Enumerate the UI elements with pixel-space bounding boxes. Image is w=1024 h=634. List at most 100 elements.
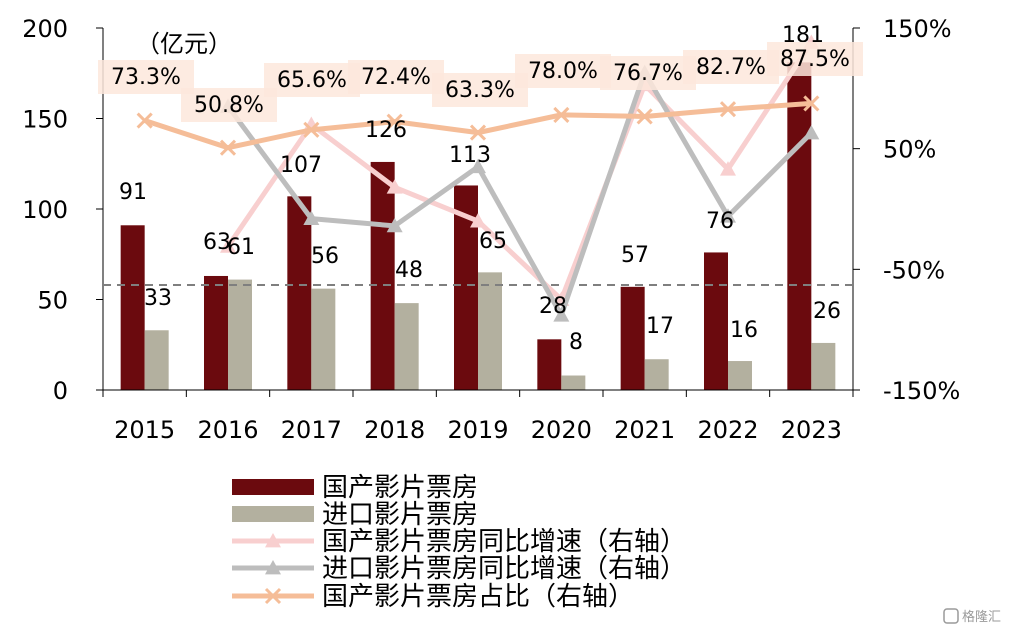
- domestic-share-point: [303, 121, 320, 138]
- watermark-icon: [943, 608, 959, 624]
- bar-imported: [394, 303, 419, 390]
- domestic-share-point: [386, 113, 403, 130]
- watermark: 格隆汇: [943, 608, 1001, 625]
- legend-label: 国产影片票房: [322, 473, 478, 503]
- legend-label: 国产影片票房占比（右轴）: [322, 582, 634, 612]
- share-label-bg: [264, 63, 360, 97]
- imported-growth-point: [553, 307, 570, 322]
- share-label-bg: [515, 54, 611, 88]
- domestic-share-point: [719, 101, 737, 118]
- imported-growth-point: [470, 158, 486, 174]
- share-label: 50.8%: [194, 93, 264, 118]
- x-tick-label: 2017: [281, 416, 342, 444]
- bar-domestic: [620, 286, 645, 390]
- bar-imported: [311, 288, 336, 390]
- right-tick-label: -150%: [883, 377, 960, 405]
- bars-layer: [120, 62, 836, 390]
- legend-marker: [265, 560, 281, 575]
- share-label-bg: [767, 42, 863, 76]
- imported-bar-label: 26: [813, 299, 841, 324]
- imported-bar-label: 16: [730, 318, 758, 343]
- domestic-growth-line: [225, 41, 814, 302]
- domestic-bar-label: 63: [203, 230, 231, 255]
- bar-domestic: [704, 252, 728, 390]
- bar-imported: [144, 330, 169, 390]
- bar-domestic: [120, 225, 145, 390]
- bar-imported: [228, 279, 252, 390]
- imported-growth-point: [303, 210, 320, 226]
- left-tick-label: 50: [37, 287, 68, 315]
- bar-imported: [478, 272, 502, 390]
- domestic-share-point: [636, 108, 653, 125]
- domestic-growth-point: [720, 161, 736, 176]
- bar-imported: [644, 359, 669, 390]
- share-label-bg: [683, 50, 779, 84]
- imported-bar-label: 33: [144, 286, 172, 311]
- legend-marker: [264, 587, 282, 605]
- domestic-share-point: [803, 95, 820, 112]
- x-tick-label: 2022: [697, 416, 758, 444]
- domestic-growth-point: [470, 213, 486, 228]
- imported-bar-label: 61: [227, 235, 255, 260]
- watermark-text: 格隆汇: [962, 609, 1001, 625]
- x-tick-label: 2019: [447, 416, 508, 444]
- bar-domestic: [787, 62, 812, 390]
- left-tick-label: 100: [22, 196, 68, 224]
- bar-imported: [811, 342, 836, 390]
- bar-domestic: [287, 196, 312, 390]
- domestic-bar-label: 126: [365, 118, 407, 143]
- axes-layer: 0 50 100 150 200 -150% -50% 50% 150% 2015 2016 2017…: [22, 15, 960, 444]
- imported-bar-label: 8: [569, 330, 583, 355]
- legend: 国产影片票房进口影片票房国产影片票房同比增速（右轴）进口影片票房同比增速（右轴）…: [232, 473, 686, 612]
- x-tick-label: 2015: [114, 416, 175, 444]
- imported-bar-label: 17: [646, 314, 674, 339]
- imported-bar-label: 56: [311, 244, 339, 269]
- share-label: 72.4%: [361, 65, 431, 90]
- unit-label: （亿元）: [136, 30, 232, 58]
- bar-domestic: [537, 339, 562, 390]
- domestic-growth-point: [220, 238, 236, 253]
- domestic-bar-label: 113: [449, 143, 491, 168]
- legend-swatch-bar: [232, 506, 314, 522]
- legend-label: 进口影片票房: [322, 500, 478, 530]
- share-label: 63.3%: [445, 78, 515, 103]
- imported-bar-label: 48: [395, 258, 423, 283]
- share-label: 65.6%: [277, 68, 347, 93]
- share-label-bg: [181, 88, 277, 122]
- domestic-share-point: [219, 139, 237, 156]
- domestic-share-point: [553, 106, 570, 123]
- bar-domestic: [204, 275, 228, 390]
- domestic-share-point: [136, 112, 153, 129]
- left-tick-label: 200: [22, 15, 68, 43]
- imported-growth-point: [720, 208, 736, 223]
- legend-label: 进口影片票房同比增速（右轴）: [322, 554, 686, 584]
- share-label-bg: [600, 56, 696, 90]
- imported-bar-label: 65: [479, 229, 507, 254]
- share-label: 78.0%: [528, 59, 598, 84]
- share-label-bg: [98, 60, 194, 94]
- right-tick-label: 150%: [883, 15, 952, 43]
- lines-layer: [103, 34, 853, 322]
- share-label-bg: [432, 73, 528, 107]
- share-label: 87.5%: [780, 47, 850, 72]
- domestic-bar-label: 91: [119, 180, 147, 205]
- x-tick-label: 2018: [364, 416, 425, 444]
- imported-growth-point: [803, 124, 820, 140]
- domestic-share-point: [469, 124, 487, 141]
- imported-growth-line: [225, 70, 814, 318]
- left-tick-label: 150: [22, 106, 68, 134]
- right-tick-label: 50%: [883, 136, 936, 164]
- x-tick-label: 2023: [781, 416, 842, 444]
- right-tick-label: -50%: [883, 256, 945, 284]
- legend-label: 国产影片票房同比增速（右轴）: [322, 527, 686, 557]
- share-label: 76.7%: [613, 61, 683, 86]
- x-tick-label: 2016: [197, 416, 258, 444]
- share-label-bg: [348, 60, 444, 94]
- x-tick-label: 2021: [614, 416, 675, 444]
- bar-domestic: [370, 161, 395, 390]
- imported-growth-point: [386, 217, 403, 233]
- left-tick-label: 0: [53, 377, 68, 405]
- domestic-bar-label: 107: [280, 153, 322, 178]
